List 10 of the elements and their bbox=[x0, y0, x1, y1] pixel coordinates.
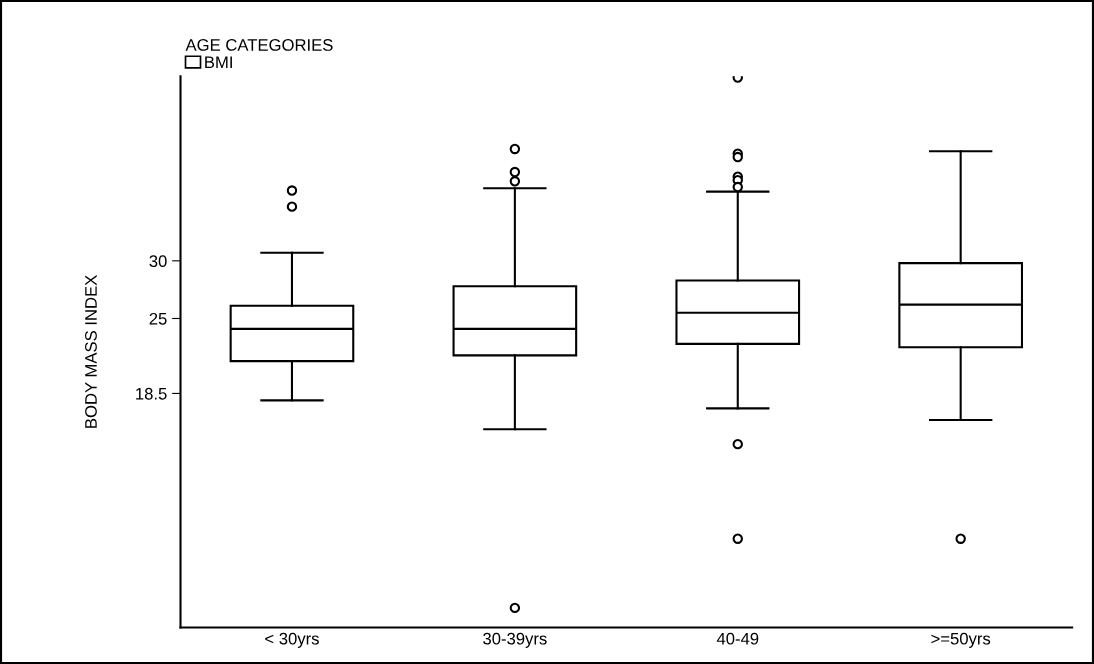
x-tick-label: < 30yrs bbox=[265, 632, 319, 648]
y-tick-label: 25 bbox=[149, 312, 167, 325]
y-axis-title: BODY MASS INDEX bbox=[85, 275, 97, 428]
x-tick-label: 40-49 bbox=[716, 632, 759, 645]
legend-label: BMI bbox=[205, 56, 232, 68]
x-tick-label: 30-39yrs bbox=[483, 632, 547, 648]
y-tick-label: 18.5 bbox=[136, 387, 167, 400]
x-tick-label: >=50yrs bbox=[931, 632, 991, 648]
y-tick-label: 30 bbox=[149, 255, 167, 268]
legend-title: AGE CATEGORIES bbox=[185, 39, 333, 51]
